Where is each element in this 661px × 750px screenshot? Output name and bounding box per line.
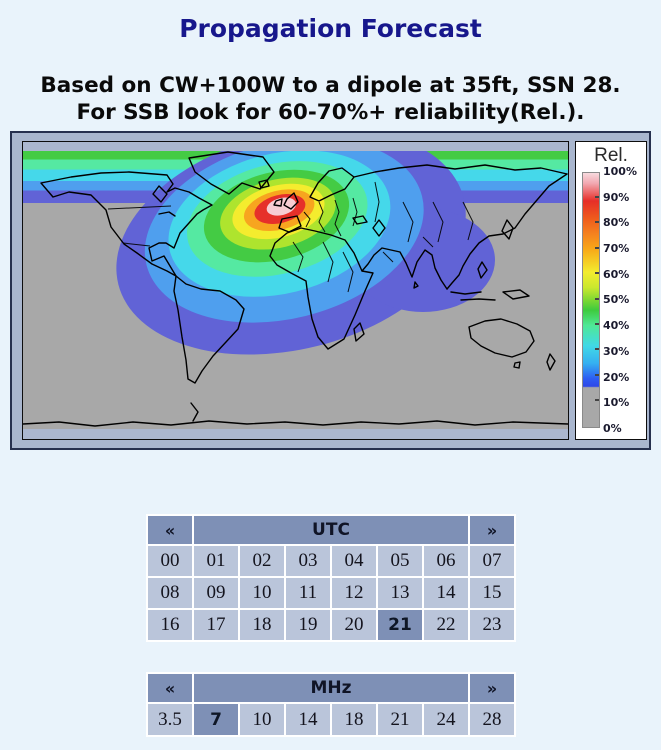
utc-cell-22[interactable]: 22 — [424, 610, 468, 640]
legend-label: 90% — [603, 190, 630, 204]
subtitle-line-1: Based on CW+100W to a dipole at 35ft, SS… — [40, 73, 621, 98]
mhz-cell-3.5[interactable]: 3.5 — [148, 704, 192, 735]
mhz-cell-14[interactable]: 14 — [286, 704, 330, 735]
utc-cell-10[interactable]: 10 — [240, 578, 284, 608]
mhz-next-button[interactable]: » — [470, 674, 514, 702]
mhz-prev-button[interactable]: « — [148, 674, 192, 702]
legend-label: 70% — [603, 242, 630, 256]
utc-cell-04[interactable]: 04 — [332, 546, 376, 576]
utc-next-button[interactable]: » — [470, 516, 514, 544]
page-title: Propagation Forecast — [179, 14, 482, 43]
utc-cell-15[interactable]: 15 — [470, 578, 514, 608]
legend-title: Rel. — [594, 145, 628, 166]
utc-cell-09[interactable]: 09 — [194, 578, 238, 608]
legend-label: 40% — [603, 319, 630, 333]
utc-cell-16[interactable]: 16 — [148, 610, 192, 640]
reliability-legend: Rel. 100% 90% 80% 70% 60% 50% 40% 30% 20… — [575, 141, 647, 440]
mhz-table: « MHz » 3.5 7 10 14 18 21 24 28 — [146, 672, 516, 737]
legend-labels: 100% 90% 80% 70% 60% 50% 40% 30% 20% 10%… — [603, 165, 637, 435]
legend-label: 50% — [603, 293, 630, 307]
utc-cell-18[interactable]: 18 — [240, 610, 284, 640]
utc-cell-03[interactable]: 03 — [286, 546, 330, 576]
legend-color-bar — [582, 172, 600, 428]
utc-cell-14[interactable]: 14 — [424, 578, 468, 608]
utc-table-title: UTC — [194, 516, 468, 544]
utc-cell-00[interactable]: 00 — [148, 546, 192, 576]
mhz-cell-18[interactable]: 18 — [332, 704, 376, 735]
utc-cell-21[interactable]: 21 — [378, 610, 422, 640]
legend-label: 60% — [603, 267, 630, 281]
utc-cell-19[interactable]: 19 — [286, 610, 330, 640]
legend-label: 100% — [603, 165, 637, 178]
mhz-cell-21[interactable]: 21 — [378, 704, 422, 735]
utc-cell-13[interactable]: 13 — [378, 578, 422, 608]
map-frame: Rel. 100% 90% 80% 70% 60% 50% 40% 30% 20… — [10, 131, 651, 450]
utc-cell-06[interactable]: 06 — [424, 546, 468, 576]
map-bottom-strip — [23, 429, 568, 439]
legend-label: 0% — [603, 421, 622, 435]
legend-label: 80% — [603, 216, 630, 230]
country-borders — [107, 181, 474, 293]
map-top-strip — [23, 142, 568, 151]
mhz-cell-24[interactable]: 24 — [424, 704, 468, 735]
coastlines — [23, 151, 568, 427]
subtitle: Based on CW+100W to a dipole at 35ft, SS… — [0, 72, 661, 126]
utc-cell-17[interactable]: 17 — [194, 610, 238, 640]
legend-label: 30% — [603, 344, 630, 358]
utc-cell-23[interactable]: 23 — [470, 610, 514, 640]
utc-cell-12[interactable]: 12 — [332, 578, 376, 608]
subtitle-line-2: For SSB look for 60-70%+ reliability(Rel… — [76, 100, 585, 125]
world-map-image — [23, 142, 568, 439]
mhz-cell-7[interactable]: 7 — [194, 704, 238, 735]
utc-table: « UTC » 00 01 02 03 04 05 06 07 08 09 10… — [146, 514, 516, 642]
utc-cell-07[interactable]: 07 — [470, 546, 514, 576]
utc-cell-08[interactable]: 08 — [148, 578, 192, 608]
legend-label: 10% — [603, 396, 630, 410]
utc-prev-button[interactable]: « — [148, 516, 192, 544]
utc-cell-05[interactable]: 05 — [378, 546, 422, 576]
legend-tick-marks — [595, 196, 599, 401]
utc-cell-02[interactable]: 02 — [240, 546, 284, 576]
mhz-cell-28[interactable]: 28 — [470, 704, 514, 735]
utc-cell-20[interactable]: 20 — [332, 610, 376, 640]
propagation-map — [22, 141, 569, 440]
legend-label: 20% — [603, 370, 630, 384]
utc-cell-11[interactable]: 11 — [286, 578, 330, 608]
mhz-cell-10[interactable]: 10 — [240, 704, 284, 735]
mhz-table-title: MHz — [194, 674, 468, 702]
utc-cell-01[interactable]: 01 — [194, 546, 238, 576]
